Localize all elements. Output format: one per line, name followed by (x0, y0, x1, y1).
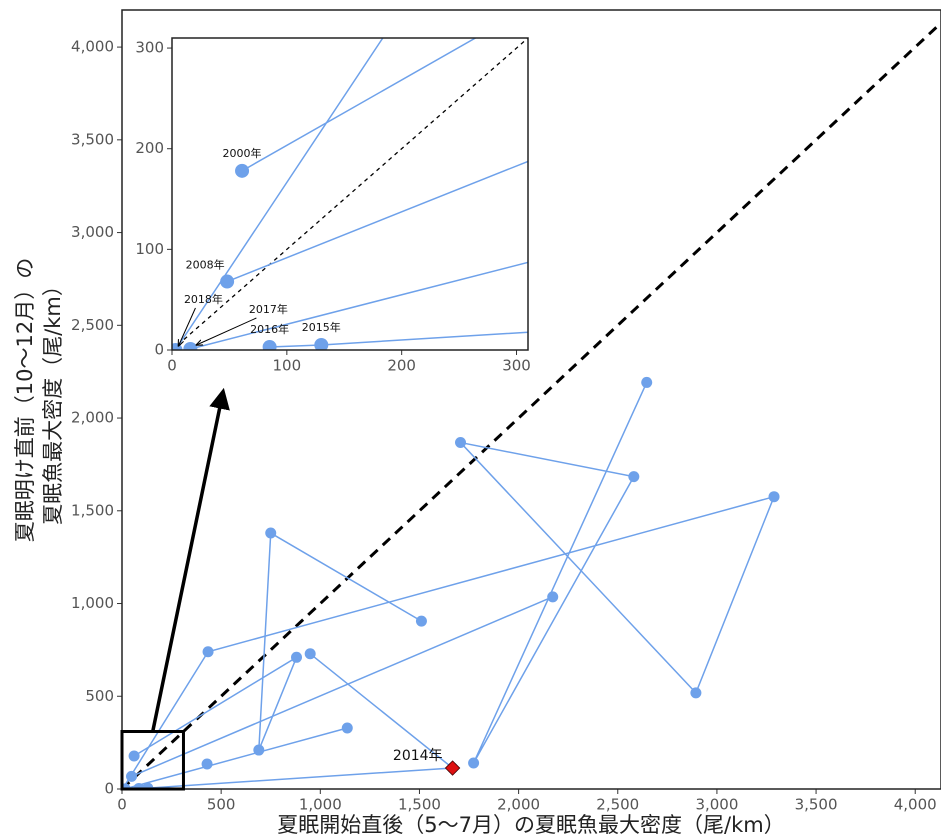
y-tick-label: 1,000 (71, 594, 114, 612)
data-point (314, 337, 329, 350)
series-line (190, 261, 528, 350)
data-point (768, 491, 780, 503)
data-point (265, 527, 277, 539)
data-point (455, 437, 467, 449)
data-point (202, 646, 214, 658)
x-tick-label: 300 (502, 357, 531, 375)
series-line (138, 653, 455, 789)
x-tick-label: 2,000 (497, 796, 540, 814)
data-point (126, 770, 138, 782)
label-arrow (178, 307, 196, 346)
data-point (201, 758, 213, 770)
data-point (220, 274, 235, 289)
data-point (142, 782, 154, 789)
x-tick-label: 3,000 (695, 796, 738, 814)
series-line (124, 727, 348, 789)
data-point (304, 648, 316, 660)
inset-plot: 0 100 200 300 0 100 200 300 2000年 2018年 2008年 2015年… (135, 37, 672, 375)
point-label: 2014年 (393, 748, 443, 764)
data-point (547, 591, 559, 603)
y-tick-label: 2,500 (71, 316, 114, 334)
y-tick-label: 200 (135, 139, 164, 157)
data-point (658, 207, 672, 221)
series-line (131, 596, 554, 778)
data-point (415, 615, 427, 627)
y-tick-label: 500 (85, 687, 114, 705)
plot-frame (121, 9, 941, 790)
x-tick-label: 500 (207, 796, 236, 814)
point-label: 2017年 (249, 302, 288, 316)
plot-area (122, 20, 941, 789)
identity-line (172, 38, 528, 350)
y-tick-label: 3,000 (71, 223, 114, 241)
x-tick-label: 1,500 (398, 796, 441, 814)
x-tick-label: 0 (167, 357, 177, 375)
data-point (133, 782, 145, 789)
highlight-point (444, 760, 461, 776)
point-label: 2018年 (184, 292, 223, 306)
data-point (690, 687, 702, 699)
x-tick-label: 3,500 (795, 796, 838, 814)
data-point (128, 750, 140, 762)
y-tick-label: 3,500 (71, 130, 114, 148)
y-tick-label: 0 (104, 780, 114, 798)
label-arrow (196, 317, 257, 345)
y-tick-label: 4,000 (71, 38, 114, 56)
data-point (235, 163, 250, 178)
main-plot: 0 500 1,000 1,500 2,000 2,500 3,000 3,500 4,000 0… (71, 9, 941, 814)
data-point (641, 376, 653, 388)
data-point (468, 757, 480, 769)
x-tick-label: 1,000 (299, 796, 342, 814)
point-label: 2016年 (250, 322, 289, 336)
y-axis-title: 夏眠魚最大密度（尾/km） (41, 275, 65, 525)
data-point (262, 339, 277, 350)
plot-frame (171, 37, 529, 351)
data-point (291, 651, 303, 663)
x-axis-title: 夏眠開始直後（5〜7月）の夏眠魚最大密度（尾/km） (277, 813, 784, 837)
y-tick-label: 1,500 (71, 501, 114, 519)
data-point (628, 471, 640, 483)
point-label: 2000年 (223, 146, 262, 160)
point-label: 2008年 (186, 258, 225, 272)
x-tick-label: 100 (273, 357, 302, 375)
x-tick-label: 4,000 (894, 796, 937, 814)
x-tick-label: 200 (387, 357, 416, 375)
x-tick-label: 2,500 (596, 796, 639, 814)
series-line (269, 331, 528, 348)
data-point (253, 744, 265, 756)
y-axis-title: 夏眠明け直前（10〜12月）の (13, 258, 37, 542)
x-tick-label: 0 (117, 796, 127, 814)
point-label: 2015年 (302, 320, 341, 334)
y-tick-label: 2,000 (71, 409, 114, 427)
series-line (122, 382, 776, 789)
y-tick-label: 0 (154, 341, 164, 359)
y-tick-label: 300 (135, 39, 164, 57)
data-point (183, 341, 198, 350)
zoom-arrow (151, 387, 230, 732)
plot-area (172, 38, 672, 350)
y-tick-label: 100 (135, 240, 164, 258)
data-point (341, 722, 353, 734)
identity-line (122, 20, 941, 789)
